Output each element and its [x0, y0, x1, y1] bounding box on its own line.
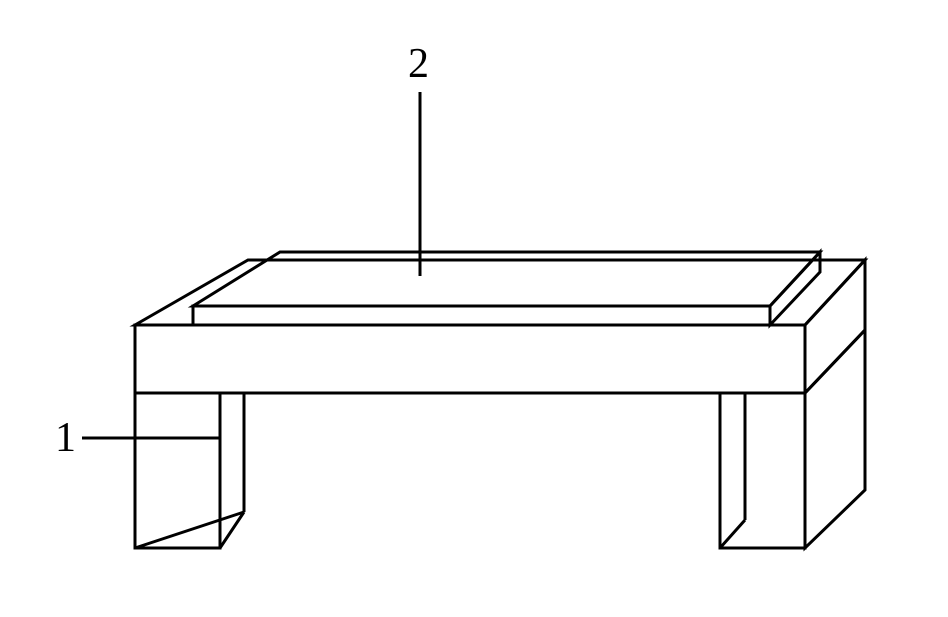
apron-top: [135, 260, 865, 325]
callout-label-2: 2: [408, 40, 429, 88]
apron-front: [135, 325, 805, 393]
leg-right-back-edge: [720, 520, 745, 548]
panel-right: [770, 252, 820, 325]
leg-right-side: [805, 330, 865, 548]
callout-label-1: 1: [55, 414, 76, 462]
diagram-canvas: 2 1: [0, 0, 948, 617]
table-drawing: [0, 0, 948, 617]
panel-front: [193, 306, 770, 325]
leg-left-bottom-edge: [135, 512, 244, 548]
leg-right-front: [720, 393, 805, 548]
